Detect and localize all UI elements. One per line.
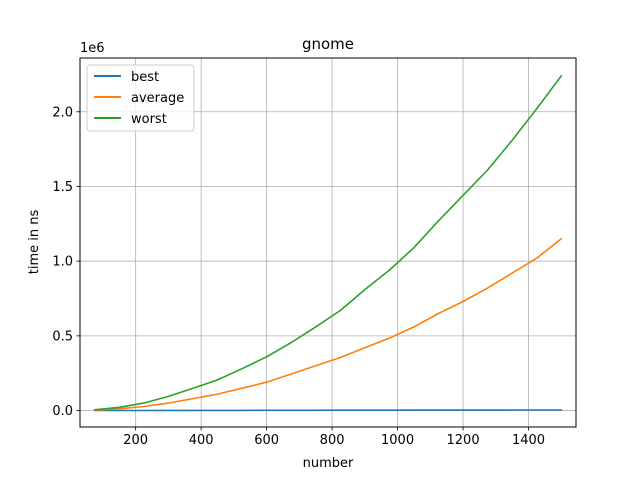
legend: best average worst bbox=[86, 64, 195, 132]
y-tick-label: 0.5 bbox=[52, 329, 73, 344]
x-tick-label: 800 bbox=[320, 433, 345, 448]
x-tick-label: 600 bbox=[254, 433, 279, 448]
legend-label-worst: worst bbox=[131, 112, 167, 127]
y-tick-label: 2.0 bbox=[52, 105, 73, 120]
x-tick-label: 200 bbox=[123, 433, 148, 448]
y-offset-label: 1e6 bbox=[80, 41, 105, 56]
x-axis-label: number bbox=[303, 456, 354, 471]
series-line-average bbox=[93, 237, 563, 411]
x-tick-label: 1400 bbox=[512, 433, 545, 448]
x-tick-label: 1200 bbox=[447, 433, 480, 448]
legend-box bbox=[86, 64, 195, 132]
legend-label-average: average bbox=[131, 91, 184, 106]
series-line-worst bbox=[93, 74, 563, 411]
legend-label-best: best bbox=[131, 70, 159, 85]
y-tick-label: 1.0 bbox=[52, 255, 73, 270]
chart-title: gnome bbox=[302, 35, 354, 53]
x-tick-label: 400 bbox=[189, 433, 214, 448]
tick-layer: 200 400 600 800 1000 1200 1400 0.0 0.5 1.0 1.5 2.0 bbox=[52, 105, 545, 448]
series-layer bbox=[93, 74, 563, 412]
x-tick-label: 1000 bbox=[381, 433, 414, 448]
plot-frame bbox=[79, 57, 577, 428]
y-axis-label: time in ns bbox=[27, 210, 42, 275]
y-tick-label: 0.0 bbox=[52, 404, 73, 419]
y-tick-label: 1.5 bbox=[52, 180, 73, 195]
series-line-best bbox=[93, 409, 563, 412]
